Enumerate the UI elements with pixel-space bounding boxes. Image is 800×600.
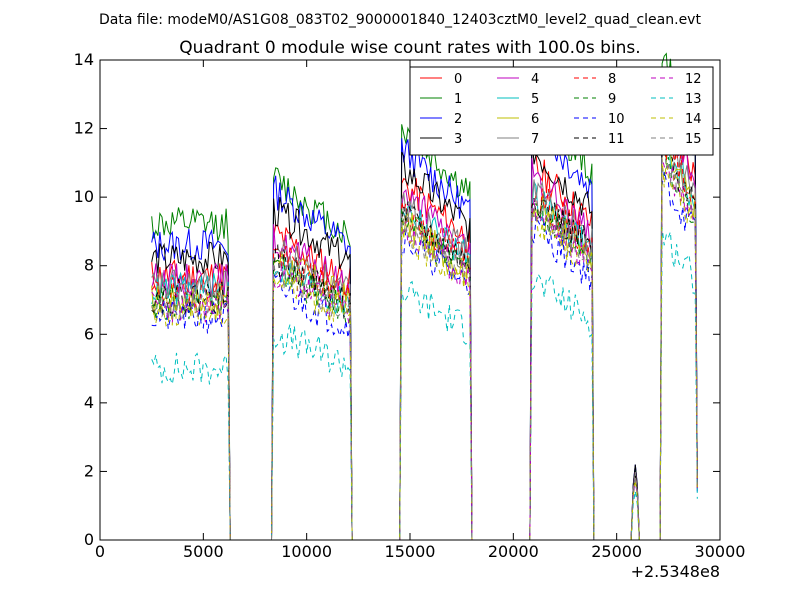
- legend-label: 12: [685, 72, 702, 87]
- series-line-13: [151, 227, 698, 541]
- axis-ticks: 0 5000 10000 15000 20000 25000 300000246810121…: [74, 50, 746, 561]
- series-line-11: [151, 135, 698, 541]
- legend-box: [409, 66, 714, 156]
- plot-lines: [151, 52, 698, 541]
- series-line-5: [151, 131, 698, 541]
- y-tick-label: 0: [84, 530, 94, 549]
- series-line-4: [151, 116, 698, 541]
- x-tick-label: 0: [95, 542, 105, 561]
- y-tick-label: 10: [74, 187, 94, 206]
- series-line-0: [151, 102, 698, 541]
- legend-label: 13: [685, 92, 702, 107]
- x-tick-label: 30000: [695, 542, 746, 561]
- x-tick-label: 20000: [488, 542, 539, 561]
- legend-label: 8: [608, 72, 616, 87]
- x-tick-label: 10000: [281, 542, 332, 561]
- legend-label: 0: [454, 72, 462, 87]
- legend-label: 15: [685, 132, 702, 147]
- chart-title: Quadrant 0 module wise count rates with …: [179, 38, 640, 58]
- series-line-15: [151, 138, 698, 541]
- legend-label: 10: [608, 112, 625, 127]
- y-tick-label: 14: [74, 50, 94, 69]
- legend-label: 4: [531, 72, 539, 87]
- y-tick-label: 12: [74, 119, 94, 138]
- y-tick-label: 4: [84, 393, 94, 412]
- legend-label: 6: [531, 112, 539, 127]
- legend-label: 14: [685, 112, 702, 127]
- legend-label: 11: [608, 132, 625, 147]
- x-tick-label: 25000: [591, 542, 642, 561]
- x-tick-label: 15000: [385, 542, 436, 561]
- x-tick-label: 5000: [183, 542, 224, 561]
- x-offset-label: +2.5348e8: [631, 562, 720, 581]
- series-line-10: [151, 171, 698, 541]
- series-line-12: [151, 158, 698, 541]
- series-line-7: [151, 116, 698, 541]
- legend-label: 2: [454, 112, 462, 127]
- suptitle: Data file: modeM0/AS1G08_083T02_90000018…: [99, 12, 701, 28]
- legend-label: 7: [531, 132, 539, 147]
- series-line-14: [151, 158, 698, 541]
- y-tick-label: 6: [84, 324, 94, 343]
- legend-label: 3: [454, 132, 462, 147]
- series-line-3: [151, 94, 698, 541]
- series-line-9: [151, 157, 698, 541]
- legend-label: 5: [531, 92, 539, 107]
- y-tick-label: 8: [84, 256, 94, 275]
- y-tick-label: 2: [84, 461, 94, 480]
- legend-label: 1: [454, 92, 462, 107]
- legend-label: 9: [608, 92, 616, 107]
